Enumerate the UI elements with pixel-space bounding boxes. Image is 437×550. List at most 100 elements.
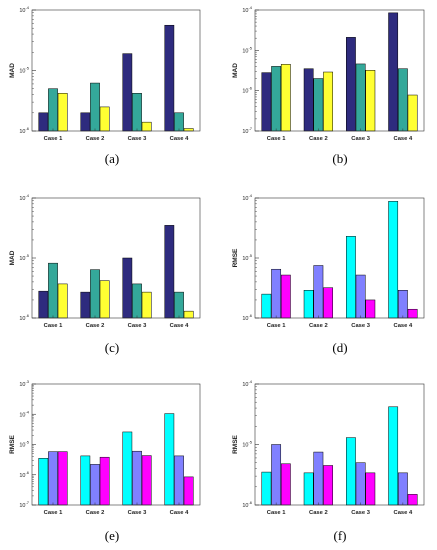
bar-case-1-series-2 [48, 451, 58, 506]
bar-case-2-series-3 [323, 465, 333, 506]
panel-label: (a) [105, 151, 119, 166]
bar-case-2-series-1 [80, 112, 91, 132]
bar-case-3-series-1 [122, 257, 133, 319]
bar-case-4-series-2 [174, 291, 184, 319]
bar-case-3-series-1 [346, 236, 356, 319]
y-tick-label: 10-4 [242, 5, 252, 14]
x-tick-label: Case 3 [351, 510, 370, 516]
x-tick-label: Case 2 [86, 136, 105, 142]
bar-case-2-series-3 [99, 106, 110, 132]
y-tick-label: 10-4 [242, 193, 252, 202]
bar-case-1-series-3 [280, 64, 291, 132]
y-axis-label: RMSE [232, 434, 239, 453]
x-tick-label: Case 3 [128, 323, 147, 329]
y-axis-label: MAD [232, 63, 239, 78]
bar-case-1-series-1 [38, 458, 49, 506]
bar-case-3-series-1 [346, 37, 356, 132]
panel-label: (f) [334, 528, 347, 543]
x-tick-label: Case 1 [44, 136, 63, 142]
chart-panel-4: Case 1 Case 2 Case 3 Case 4 10-6 10-5 10-4 RMSE… [232, 193, 425, 355]
x-tick-label: Case 4 [170, 510, 189, 516]
bar-case-1-series-2 [271, 444, 282, 506]
x-tick-label: Case 3 [128, 510, 147, 516]
bar-case-1-series-3 [280, 274, 291, 319]
y-tick-label: 10-5 [242, 45, 252, 54]
x-tick-label: Case 3 [351, 323, 370, 329]
x-tick-label: Case 3 [351, 136, 370, 142]
y-tick-label: 10-3 [19, 379, 29, 388]
x-tick-label: Case 4 [394, 136, 413, 142]
y-tick-label: 10-7 [242, 126, 252, 135]
x-tick-label: Case 1 [267, 323, 286, 329]
y-tick-label: 10-7 [19, 500, 29, 509]
bar-case-2-series-1 [303, 472, 314, 506]
bar-case-4-series-1 [388, 406, 399, 506]
bar-case-1-series-1 [38, 290, 49, 319]
y-axis-label: RMSE [9, 434, 16, 453]
y-tick-label: 10-6 [19, 470, 29, 479]
bar-case-1-series-1 [261, 72, 272, 132]
bar-case-4-series-2 [174, 455, 184, 506]
y-tick-label: 10-5 [242, 440, 252, 449]
x-tick-label: Case 1 [44, 323, 63, 329]
bar-case-2-series-1 [80, 455, 91, 506]
bar-case-3-series-3 [141, 121, 152, 132]
bar-case-1-series-2 [48, 262, 58, 319]
bar-case-3-series-2 [132, 450, 142, 506]
y-tick-label: 10-6 [19, 313, 29, 322]
bar-case-4-series-1 [164, 413, 175, 506]
bar-case-4-series-3 [407, 308, 418, 319]
y-tick-label: 10-4 [242, 379, 252, 388]
x-tick-label: Case 3 [128, 136, 147, 142]
bar-case-1-series-1 [261, 293, 272, 319]
bar-case-4-series-2 [397, 68, 408, 132]
bar-case-4-series-3 [183, 128, 194, 132]
y-tick-label: 10-4 [19, 193, 29, 202]
x-tick-label: Case 4 [170, 136, 189, 142]
y-tick-label: 10-4 [19, 409, 29, 418]
bar-case-3-series-3 [365, 472, 376, 506]
bar-case-2-series-3 [323, 287, 333, 319]
bar-case-1-series-3 [57, 283, 68, 319]
y-tick-label: 10-5 [19, 440, 29, 449]
bar-case-1-series-3 [57, 451, 68, 506]
chart-panel-3: Case 1 Case 2 Case 3 Case 4 10-6 10-5 10-4 MAD (… [9, 193, 201, 355]
x-tick-label: Case 2 [309, 510, 328, 516]
bar-case-2-series-2 [90, 82, 100, 132]
y-axis-label: MAD [9, 63, 16, 78]
panel-label: (d) [332, 340, 347, 355]
y-tick-label: 10-6 [242, 313, 252, 322]
bar-case-4-series-2 [397, 290, 408, 319]
bar-case-4-series-1 [388, 12, 399, 132]
bar-case-1-series-3 [57, 93, 68, 132]
bar-case-1-series-3 [280, 463, 291, 506]
bar-case-2-series-2 [313, 78, 324, 132]
x-tick-label: Case 1 [267, 510, 286, 516]
bar-case-1-series-2 [271, 268, 282, 319]
bar-case-2-series-1 [80, 291, 91, 319]
bar-case-2-series-2 [313, 451, 324, 506]
y-tick-label: 10-6 [242, 86, 252, 95]
y-tick-label: 10-6 [242, 500, 252, 509]
bar-case-1-series-2 [48, 88, 58, 132]
bar-case-4-series-3 [183, 476, 194, 506]
bar-case-3-series-3 [141, 291, 152, 319]
bar-case-4-series-3 [183, 310, 194, 319]
y-tick-label: 10-5 [19, 66, 29, 75]
bar-case-3-series-2 [132, 283, 142, 319]
bar-case-3-series-2 [355, 63, 366, 132]
x-tick-label: Case 2 [309, 136, 328, 142]
bar-case-1-series-2 [271, 66, 282, 132]
bar-case-3-series-1 [122, 431, 133, 506]
panel-label: (b) [332, 151, 347, 166]
bar-case-1-series-1 [38, 112, 49, 132]
chart-panel-1: Case 1 Case 2 Case 3 Case 4 10-6 10-5 10-4 MAD (… [9, 5, 201, 166]
bar-case-4-series-3 [407, 94, 418, 132]
bar-case-3-series-3 [365, 70, 376, 132]
x-tick-label: Case 4 [394, 510, 413, 516]
chart-panel-6: Case 1 Case 2 Case 3 Case 4 10-6 10-5 10-4 RMSE… [232, 379, 425, 543]
bar-case-3-series-1 [346, 437, 356, 506]
y-tick-label: 10-5 [19, 253, 29, 262]
bar-case-2-series-3 [99, 280, 110, 319]
